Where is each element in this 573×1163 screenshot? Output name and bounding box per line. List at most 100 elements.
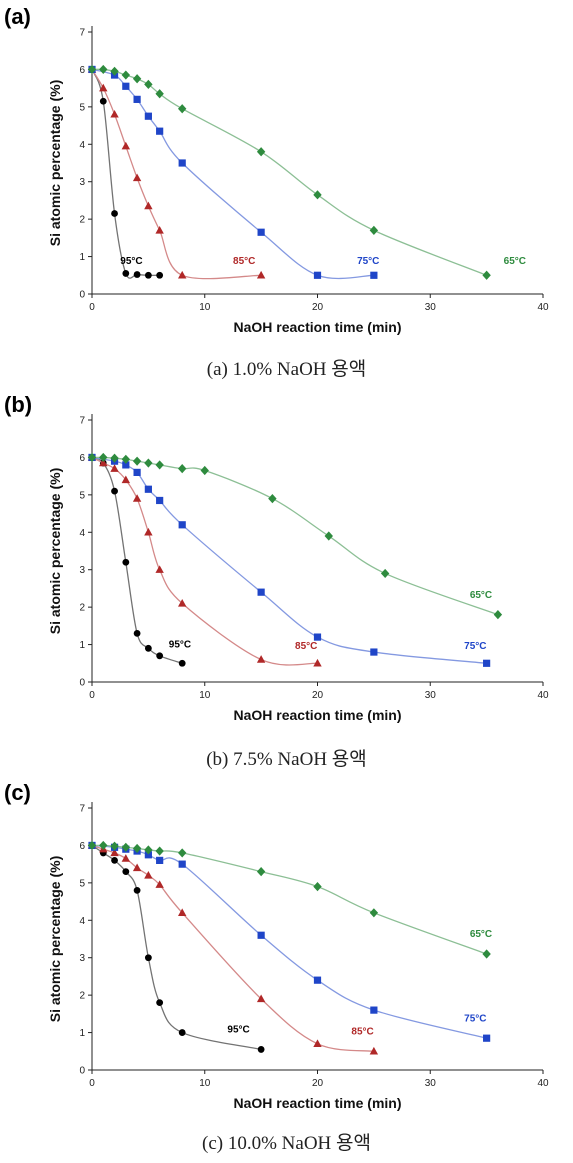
- data-point: [144, 79, 153, 89]
- data-point: [155, 225, 164, 234]
- data-point: [99, 64, 108, 75]
- series-label: 85°C: [351, 1026, 373, 1037]
- data-point: [256, 867, 266, 877]
- data-point: [99, 83, 108, 92]
- x-tick-label: 10: [199, 1078, 211, 1089]
- data-point: [133, 271, 141, 278]
- series-2: 75°C: [88, 453, 491, 667]
- data-point: [144, 644, 152, 652]
- series-label: 65°C: [504, 256, 526, 267]
- data-point: [178, 599, 187, 607]
- y-tick-label: 1: [79, 1028, 85, 1039]
- data-point: [257, 588, 265, 596]
- data-point: [256, 270, 266, 279]
- series-3: 65°C: [87, 840, 492, 959]
- series-line: [91, 69, 262, 280]
- x-axis-title: NaOH reaction time (min): [233, 319, 401, 335]
- data-point: [132, 863, 142, 872]
- data-point: [483, 1034, 491, 1042]
- series-1: 85°C: [87, 841, 379, 1055]
- series-label: 95°C: [169, 640, 191, 651]
- data-point: [110, 848, 119, 857]
- series-2: 75°C: [88, 65, 379, 280]
- data-point: [132, 74, 142, 84]
- series-label: 65°C: [470, 929, 492, 940]
- series-line: [91, 844, 487, 1039]
- data-point: [369, 908, 379, 918]
- y-tick-label: 2: [79, 215, 85, 226]
- x-tick-label: 20: [312, 302, 324, 313]
- data-point: [155, 880, 164, 888]
- caption-c: (c) 10.0% NaOH 용액: [202, 1133, 371, 1154]
- x-tick-label: 0: [89, 690, 95, 701]
- data-point: [313, 976, 322, 984]
- data-point: [178, 908, 187, 916]
- data-point: [122, 868, 130, 876]
- data-point: [111, 487, 118, 495]
- data-point: [110, 66, 119, 76]
- y-tick-label: 3: [79, 953, 85, 964]
- data-point: [370, 1006, 378, 1014]
- caption-b: (b) 7.5% NaOH 용액: [206, 749, 367, 770]
- y-tick-label: 4: [79, 528, 85, 539]
- series-1: 85°C: [87, 65, 266, 280]
- data-point: [121, 141, 131, 150]
- y-tick-label: 7: [79, 804, 85, 815]
- series-line: [91, 844, 374, 1052]
- y-tick-label: 3: [79, 177, 85, 188]
- data-point: [121, 475, 131, 484]
- chart-b: (b) 0 1 2 3 4 5 6 7 0 10 20 30 40 NaOH reaction time (…: [4, 392, 549, 723]
- series-line: [91, 844, 262, 1051]
- data-point: [313, 1039, 322, 1047]
- data-point: [144, 527, 153, 536]
- data-point: [200, 465, 209, 476]
- chart-panel-c: (c) 0 1 2 3 4 5 6 7 0 10 20 30 40 NaOH reaction time (…: [0, 776, 573, 1163]
- y-tick-label: 0: [79, 290, 85, 301]
- series-label: 85°C: [233, 256, 255, 267]
- data-point: [132, 843, 142, 854]
- y-tick-label: 7: [79, 28, 85, 39]
- series-1: 85°C: [87, 453, 322, 667]
- data-point: [313, 190, 322, 200]
- data-point: [133, 886, 141, 894]
- y-tick-label: 0: [79, 678, 85, 689]
- data-point: [144, 201, 153, 210]
- data-point: [111, 210, 118, 217]
- y-tick-label: 6: [79, 841, 85, 852]
- data-point: [369, 1046, 379, 1055]
- caption-a: (a) 1.0% NaOH 용액: [206, 359, 367, 380]
- x-tick-label: 20: [312, 1078, 324, 1089]
- data-point: [178, 848, 187, 858]
- data-point: [133, 95, 141, 103]
- data-point: [99, 458, 108, 467]
- chart-panel-b: (b) 0 1 2 3 4 5 6 7 0 10 20 30 40 NaOH reaction time (…: [0, 388, 573, 776]
- data-point: [121, 70, 131, 80]
- data-point: [144, 851, 152, 859]
- data-point: [132, 494, 142, 502]
- data-point: [256, 655, 266, 663]
- series-label: 95°C: [227, 1025, 249, 1036]
- data-point: [493, 610, 503, 620]
- data-point: [178, 464, 187, 474]
- chart-c: (c) 0 1 2 3 4 5 6 7 0 10 20 30 40 NaOH reaction time (…: [4, 780, 549, 1111]
- x-tick-label: 40: [537, 302, 549, 313]
- data-point: [132, 173, 142, 182]
- data-point: [178, 521, 186, 529]
- data-point: [155, 846, 164, 856]
- panel-label: (b): [4, 392, 32, 417]
- data-point: [178, 1029, 186, 1036]
- data-point: [257, 228, 265, 236]
- data-point: [324, 531, 333, 541]
- y-tick-label: 5: [79, 490, 85, 501]
- y-tick-label: 1: [79, 640, 85, 651]
- series-line: [91, 68, 374, 280]
- y-tick-label: 7: [79, 416, 85, 427]
- x-tick-label: 30: [425, 1078, 437, 1089]
- series-line: [91, 68, 487, 276]
- series-label: 75°C: [464, 1013, 486, 1024]
- data-point: [144, 112, 152, 120]
- data-point: [178, 159, 186, 167]
- data-point: [257, 931, 265, 939]
- series-label: 65°C: [470, 590, 492, 601]
- data-point: [178, 270, 187, 279]
